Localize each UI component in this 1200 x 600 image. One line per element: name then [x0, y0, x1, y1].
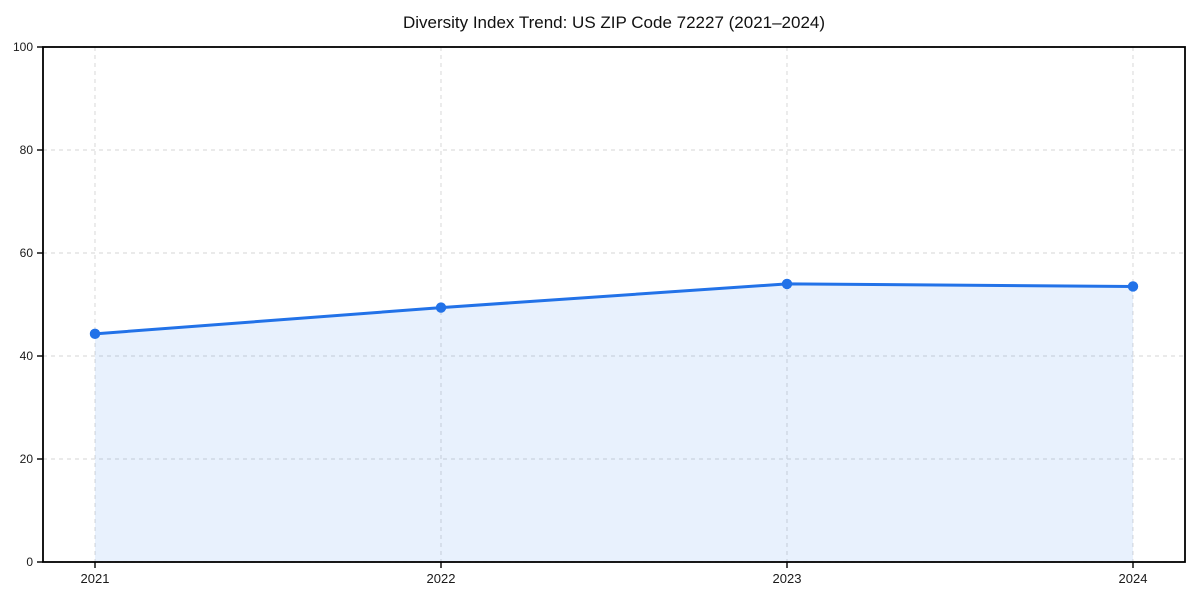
y-tick-label: 20: [20, 452, 34, 466]
y-tick-label: 100: [13, 40, 33, 54]
marker-layer: [89, 278, 1139, 340]
frame-layer: [42, 46, 1186, 563]
axes-frame: [42, 46, 1186, 563]
x-tick-label: 2023: [773, 571, 802, 586]
data-point: [781, 278, 793, 290]
data-point: [1127, 281, 1139, 292]
line-layer: [93, 282, 1135, 336]
label-layer: 0 20 40 60 80 100 2021 2022 2023 2024: [13, 40, 1147, 586]
x-tick-label: 2021: [81, 571, 110, 586]
x-tick-label: 2022: [427, 571, 456, 586]
chart-title: Diversity Index Trend: US ZIP Code 72227…: [402, 13, 826, 32]
tick-layer: [37, 46, 1134, 568]
area-fill: [95, 283, 1133, 562]
data-point: [435, 302, 447, 313]
y-tick-label: 60: [20, 246, 34, 260]
area-layer: [95, 283, 1133, 562]
x-tick-label: 2024: [1119, 571, 1148, 586]
y-tick-label: 40: [20, 349, 34, 363]
trend-line: [93, 282, 1135, 336]
y-tick-label: 0: [26, 555, 33, 569]
y-tick-label: 80: [20, 143, 34, 157]
data-point: [89, 328, 101, 340]
